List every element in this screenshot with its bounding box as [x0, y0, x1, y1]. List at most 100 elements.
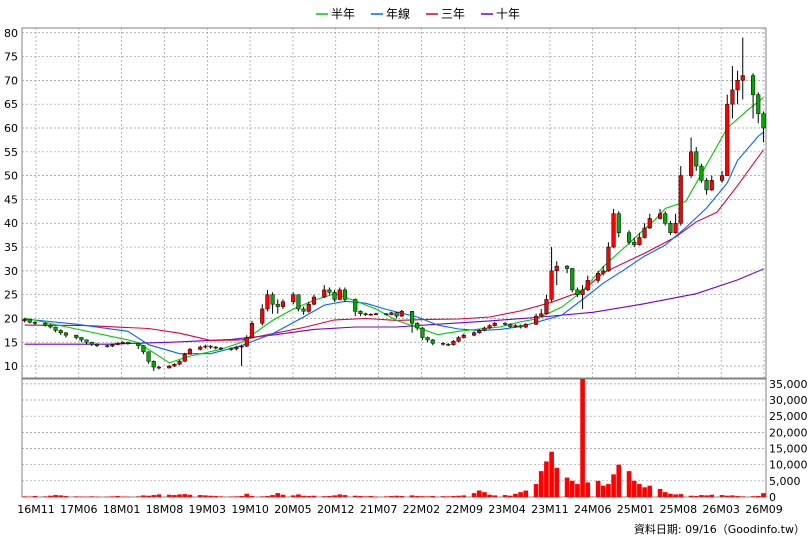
volume-bar	[445, 496, 451, 497]
volume-bar	[430, 496, 436, 497]
volume-bar	[538, 471, 544, 497]
volume-bar	[420, 496, 425, 497]
candle-body	[182, 353, 187, 362]
candle-body	[740, 75, 745, 81]
candle-body	[554, 265, 559, 272]
x-tick-label: 23M11	[531, 503, 569, 516]
volume-tick-label: 25,000	[769, 410, 808, 423]
volume-bar	[363, 496, 368, 497]
volume-bar	[761, 493, 766, 497]
candle-body	[172, 363, 177, 367]
candle-body	[27, 319, 32, 323]
candle-body	[642, 227, 647, 238]
volume-bar	[53, 495, 58, 497]
volume-tick-label: 5,000	[769, 475, 801, 488]
volume-bar	[595, 480, 601, 497]
candle-body	[358, 311, 363, 314]
candle-body	[487, 325, 492, 329]
volume-bar	[290, 495, 296, 497]
volume-bar	[668, 493, 673, 497]
candle-body	[156, 366, 161, 369]
volume-bar	[616, 464, 622, 497]
volume-bar	[523, 490, 529, 497]
candle-body	[663, 213, 668, 224]
candle-body	[446, 343, 451, 346]
volume-bar	[327, 496, 332, 497]
volume-bar	[580, 379, 585, 497]
candle-body	[89, 342, 94, 345]
volume-bar	[425, 496, 430, 497]
volume-bar	[296, 494, 301, 497]
candle-body	[48, 324, 53, 328]
candle-body	[632, 242, 637, 245]
volume-bar	[89, 496, 95, 497]
candle-body	[410, 311, 415, 324]
volume-grid	[21, 378, 767, 498]
volume-bar	[451, 496, 456, 497]
candle-body	[430, 339, 435, 344]
volume-tick-label: 10,000	[769, 459, 808, 472]
volume-bar	[575, 484, 580, 497]
price-tick-label: 40	[4, 217, 18, 230]
candle-body	[146, 351, 151, 362]
candle-body	[549, 270, 554, 300]
axes: 10 15 20 25 30 35 40 45 50 55 60 65 70 75 80 0 5,000 10,0…	[4, 27, 808, 516]
candle-body	[291, 294, 296, 303]
candle-body	[105, 345, 110, 347]
volume-bar	[600, 485, 606, 497]
volume-bar	[730, 495, 735, 497]
candle-body	[234, 346, 239, 350]
candle-body	[167, 365, 172, 369]
volume-bar	[585, 482, 591, 497]
x-tick-label: 18M01	[103, 503, 141, 516]
volume-bar	[135, 496, 141, 497]
volume-bar	[471, 493, 477, 497]
volume-bar	[265, 496, 270, 497]
candle-body	[306, 303, 311, 312]
volume-bar	[368, 496, 374, 497]
candle-body	[275, 303, 280, 307]
candle-body	[22, 319, 27, 322]
candle-body	[627, 232, 632, 243]
volume-bar	[513, 493, 518, 497]
price-tick-label: 55	[4, 146, 18, 159]
volume-bar	[187, 494, 193, 497]
volume-bar	[606, 484, 611, 497]
volume-bar	[502, 495, 508, 497]
volume-bar	[249, 496, 255, 497]
candle-body	[725, 103, 730, 176]
candle-body	[456, 337, 461, 342]
volume-bar	[228, 496, 234, 498]
candle-body	[353, 299, 358, 312]
candle-body	[694, 151, 699, 167]
candle-body	[585, 280, 590, 291]
candle-body	[58, 330, 63, 334]
volume-bar	[688, 495, 694, 497]
price-tick-label: 10	[4, 360, 18, 373]
volume-bar	[32, 496, 38, 497]
candle-body	[63, 332, 68, 336]
volume-bar	[549, 451, 554, 497]
x-tick-label: 22M09	[445, 503, 483, 516]
price-tick-label: 20	[4, 312, 18, 325]
candle-body	[337, 289, 342, 300]
x-tick-label: 19M10	[231, 503, 269, 516]
price-tick-label: 15	[4, 336, 18, 349]
volume-bar	[735, 496, 740, 497]
price-tick-label: 60	[4, 122, 18, 135]
volume-bar	[151, 495, 157, 497]
candle-body	[616, 213, 621, 234]
volume-bar	[673, 494, 678, 497]
candle-body	[239, 345, 244, 348]
volume-bar	[275, 493, 281, 497]
volume-bar	[755, 496, 761, 497]
volume-bar	[456, 495, 461, 497]
volume-bar	[270, 495, 275, 497]
candle-body	[637, 237, 642, 245]
volume-panel	[21, 378, 767, 498]
volume-bar	[611, 474, 616, 497]
candle-body	[580, 289, 585, 295]
volume-bar	[642, 487, 647, 497]
x-tick-label: 20M05	[274, 503, 312, 516]
volume-bar	[63, 496, 69, 497]
